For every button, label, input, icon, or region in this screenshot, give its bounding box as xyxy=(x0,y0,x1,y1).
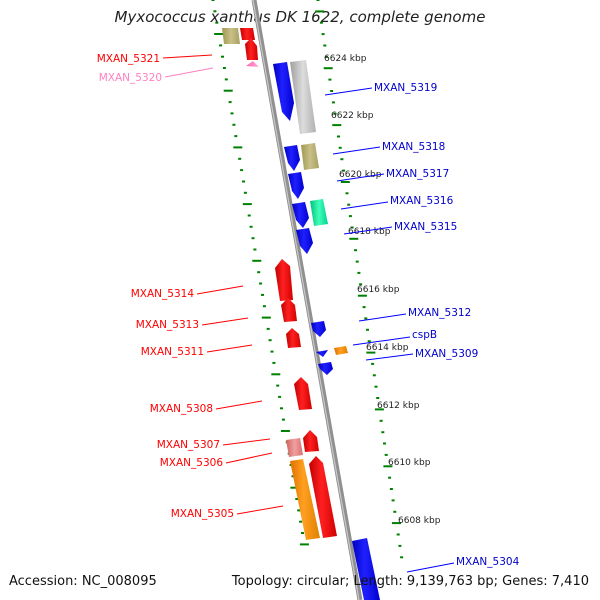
gene-mxan-5313[interactable] xyxy=(281,298,297,322)
leader-line xyxy=(324,87,373,96)
topology-text: Topology: circular; Length: 9,139,763 bp… xyxy=(231,574,589,589)
map-title: Myxococcus xanthus DK 1622, complete gen… xyxy=(114,8,486,26)
gene-mxan-5318[interactable] xyxy=(284,145,300,171)
gene-label-mxan-5311[interactable]: MXAN_5311 xyxy=(141,346,204,358)
accession-text: Accession: NC_008095 xyxy=(9,574,157,589)
tick-rail-left xyxy=(211,0,309,546)
gene-mxan-5309[interactable] xyxy=(318,362,333,375)
leader-line xyxy=(358,313,407,322)
gene-feature-orange[interactable] xyxy=(334,346,348,355)
gene-feature-olive-2[interactable] xyxy=(301,143,319,170)
gene-label-mxan-5313[interactable]: MXAN_5313 xyxy=(136,319,199,331)
gene-mxan-5316[interactable] xyxy=(310,199,328,226)
leader-line xyxy=(332,146,381,155)
gene-label-mxan-5320[interactable]: MXAN_5320 xyxy=(99,72,162,84)
leader-line xyxy=(236,505,284,515)
gene-mxan-5306[interactable] xyxy=(309,456,337,538)
leader-line xyxy=(196,285,244,295)
gene-mxan-5314[interactable] xyxy=(275,259,293,301)
scale-label: 6610 kbp xyxy=(388,458,431,468)
gene-mxan-5317[interactable] xyxy=(288,172,304,199)
gene-mxan-5320[interactable] xyxy=(246,61,259,67)
gene-label-mxan-5319[interactable]: MXAN_5319 xyxy=(374,82,437,94)
gene-label-mxan-5315[interactable]: MXAN_5315 xyxy=(394,221,457,233)
gene-label-mxan-5306[interactable]: MXAN_5306 xyxy=(160,457,224,469)
scale-label: 6624 kbp xyxy=(324,54,367,64)
gene-label-mxan-5316[interactable]: MXAN_5316 xyxy=(390,195,454,207)
gene-feature-olive[interactable] xyxy=(222,28,240,44)
leader-line xyxy=(336,173,385,182)
gene-cspb[interactable] xyxy=(316,350,328,357)
leader-line xyxy=(406,562,455,573)
gene-label-mxan-5307[interactable]: MXAN_5307 xyxy=(157,439,220,451)
gene-label-mxan-5321[interactable]: MXAN_5321 xyxy=(97,53,160,65)
scale-label: 6618 kbp xyxy=(348,227,391,237)
gene-mxan-5307-arrow[interactable] xyxy=(303,430,319,452)
gene-mxan-5305[interactable] xyxy=(290,459,320,540)
gene-label-mxan-5314[interactable]: MXAN_5314 xyxy=(131,288,195,300)
gene-feature-grey[interactable] xyxy=(290,60,316,134)
gene-mxan-5312[interactable] xyxy=(311,321,326,337)
leader-line xyxy=(365,353,414,361)
leader-line xyxy=(352,336,411,346)
leader-line xyxy=(222,438,271,446)
gene-label-mxan-5304[interactable]: MXAN_5304 xyxy=(456,556,520,568)
scale-label: 6614 kbp xyxy=(366,343,409,353)
scale-label: 6608 kbp xyxy=(398,516,441,526)
gene-mxan-5304[interactable] xyxy=(352,538,380,600)
gene-label-mxan-5312[interactable]: MXAN_5312 xyxy=(408,307,471,319)
gene-label-mxan-5318[interactable]: MXAN_5318 xyxy=(382,141,445,153)
leader-line xyxy=(225,452,273,464)
leader-line xyxy=(201,317,249,326)
tick-rail-right xyxy=(315,0,404,559)
genome-backbone-highlight xyxy=(252,0,360,600)
scale-label: 6622 kbp xyxy=(331,111,374,121)
gene-label-cspb[interactable]: cspB xyxy=(412,329,437,341)
gene-mxan-5311[interactable] xyxy=(286,328,301,348)
scale-label: 6612 kbp xyxy=(377,401,420,411)
gene-mxan-5307[interactable] xyxy=(286,438,303,457)
leader-line xyxy=(206,344,253,353)
scale-label: 6616 kbp xyxy=(357,285,400,295)
gene-label-mxan-5317[interactable]: MXAN_5317 xyxy=(386,168,449,180)
gene-mxan-5315[interactable] xyxy=(296,228,313,254)
leader-line xyxy=(162,54,213,59)
gene-label-mxan-5309[interactable]: MXAN_5309 xyxy=(415,348,478,360)
scale-label: 6620 kbp xyxy=(339,170,382,180)
gene-feature-mxan-5322[interactable] xyxy=(240,28,255,40)
gene-label-mxan-5308[interactable]: MXAN_5308 xyxy=(150,403,213,415)
gene-label-mxan-5305[interactable]: MXAN_5305 xyxy=(171,508,234,520)
gene-mxan-5316-arrow[interactable] xyxy=(292,202,309,228)
leader-line xyxy=(164,67,214,78)
gene-mxan-5321[interactable] xyxy=(245,38,258,60)
leader-line xyxy=(343,226,393,235)
genome-backbone xyxy=(251,0,363,600)
leader-line xyxy=(340,201,389,210)
gene-mxan-5308[interactable] xyxy=(294,377,312,410)
leader-line xyxy=(215,400,263,410)
gene-mxan-5319[interactable] xyxy=(273,62,294,121)
